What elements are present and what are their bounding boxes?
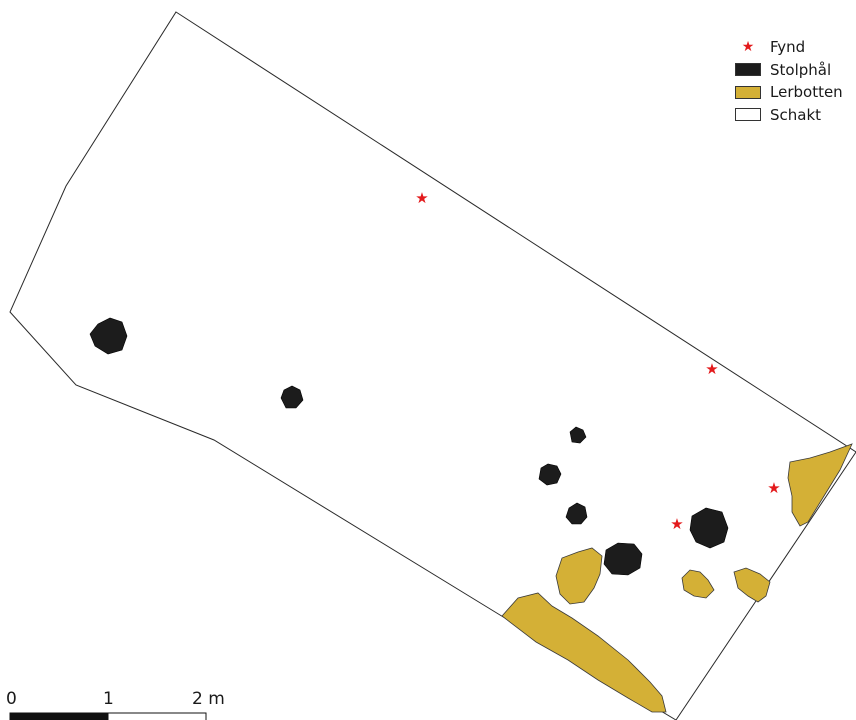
- lerbotten-swatch: [735, 85, 761, 99]
- lerbotten-polygon: [681, 569, 715, 599]
- legend-label: Fynd: [770, 38, 806, 57]
- scale-bar: [9, 712, 207, 720]
- legend: ★ Fynd Stolphål Lerbotten Schakt: [734, 36, 843, 126]
- star-icon: ★: [741, 39, 755, 56]
- fynd-layer: ★ ★ ★ ★: [415, 189, 780, 533]
- legend-label: Schakt: [770, 105, 822, 124]
- legend-item-lerbotten: Lerbotten: [734, 81, 843, 104]
- lerbotten-polygon: [787, 443, 853, 527]
- legend-item-stolphal: Stolphål: [734, 59, 843, 82]
- scale-label-1: 1: [103, 689, 114, 709]
- lerbotten-polygon: [555, 547, 603, 605]
- stolphal-polygon: [89, 317, 128, 355]
- lerbotten-polygon: [733, 567, 771, 603]
- stolphal-polygon: [603, 542, 643, 576]
- fynd-marker: ★: [705, 360, 718, 378]
- stolphal-polygon: [538, 463, 562, 486]
- scale-bar-segment-white: [107, 712, 207, 720]
- fynd-marker: ★: [415, 189, 428, 207]
- legend-label: Lerbotten: [770, 83, 843, 102]
- legend-label: Stolphål: [770, 60, 832, 79]
- schakt-swatch: [735, 108, 761, 122]
- stolphal-layer: [89, 317, 729, 576]
- fynd-marker: ★: [767, 479, 780, 497]
- stolphal-polygon: [569, 426, 587, 444]
- lerbotten-layer: [501, 443, 853, 713]
- stolphal-polygon: [280, 385, 304, 409]
- lerbotten-polygon: [501, 592, 667, 713]
- scale-bar-segment-black: [9, 712, 109, 720]
- legend-item-fynd: ★ Fynd: [734, 36, 843, 59]
- scale-label-0: 0: [6, 689, 17, 709]
- schakt-polygon: [9, 11, 856, 720]
- stolphal-polygon: [565, 502, 588, 525]
- legend-item-schakt: Schakt: [734, 104, 843, 127]
- stolphal-polygon: [689, 507, 729, 549]
- stolphal-swatch: [735, 63, 761, 77]
- scale-label-2m: 2 m: [192, 689, 225, 709]
- fynd-marker: ★: [670, 515, 683, 533]
